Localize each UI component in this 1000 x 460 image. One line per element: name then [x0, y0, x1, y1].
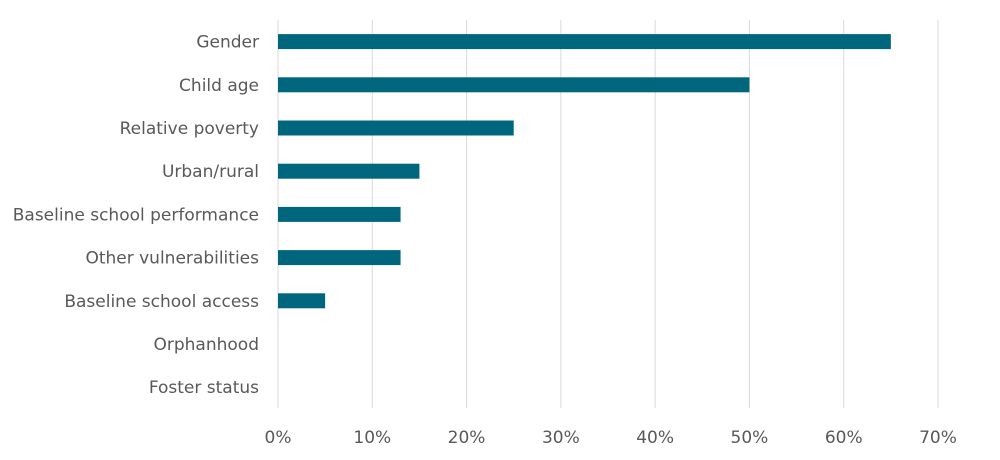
bar	[278, 77, 750, 93]
category-labels: Gender Child age Relative poverty Urban/rur…	[13, 33, 259, 399]
x-tick-label: 40%	[636, 428, 674, 448]
x-tick-label: 50%	[731, 428, 769, 448]
category-label: Gender	[196, 33, 259, 53]
category-label: Child age	[179, 76, 259, 96]
category-label: Foster status	[149, 378, 259, 398]
x-tick-label: 20%	[448, 428, 486, 448]
x-axis-tick-labels: 0% 10% 20% 30% 40% 50% 60% 70%	[265, 428, 957, 448]
x-tick-label: 0%	[265, 428, 292, 448]
bar	[278, 293, 326, 309]
category-label: Baseline school access	[64, 292, 259, 312]
x-tick-label: 60%	[825, 428, 863, 448]
bar	[278, 250, 401, 266]
x-tick-label: 30%	[542, 428, 580, 448]
x-tick-label: 10%	[353, 428, 391, 448]
bar	[278, 163, 420, 179]
category-label: Relative poverty	[120, 119, 259, 139]
x-tick-label: 70%	[919, 428, 957, 448]
bar	[278, 206, 401, 222]
bar	[278, 34, 891, 50]
bars	[278, 34, 891, 309]
bar	[278, 120, 514, 136]
category-label: Other vulnerabilities	[85, 249, 259, 269]
category-label: Orphanhood	[154, 335, 260, 355]
category-label: Baseline school performance	[13, 205, 259, 225]
category-label: Urban/rural	[162, 162, 259, 182]
